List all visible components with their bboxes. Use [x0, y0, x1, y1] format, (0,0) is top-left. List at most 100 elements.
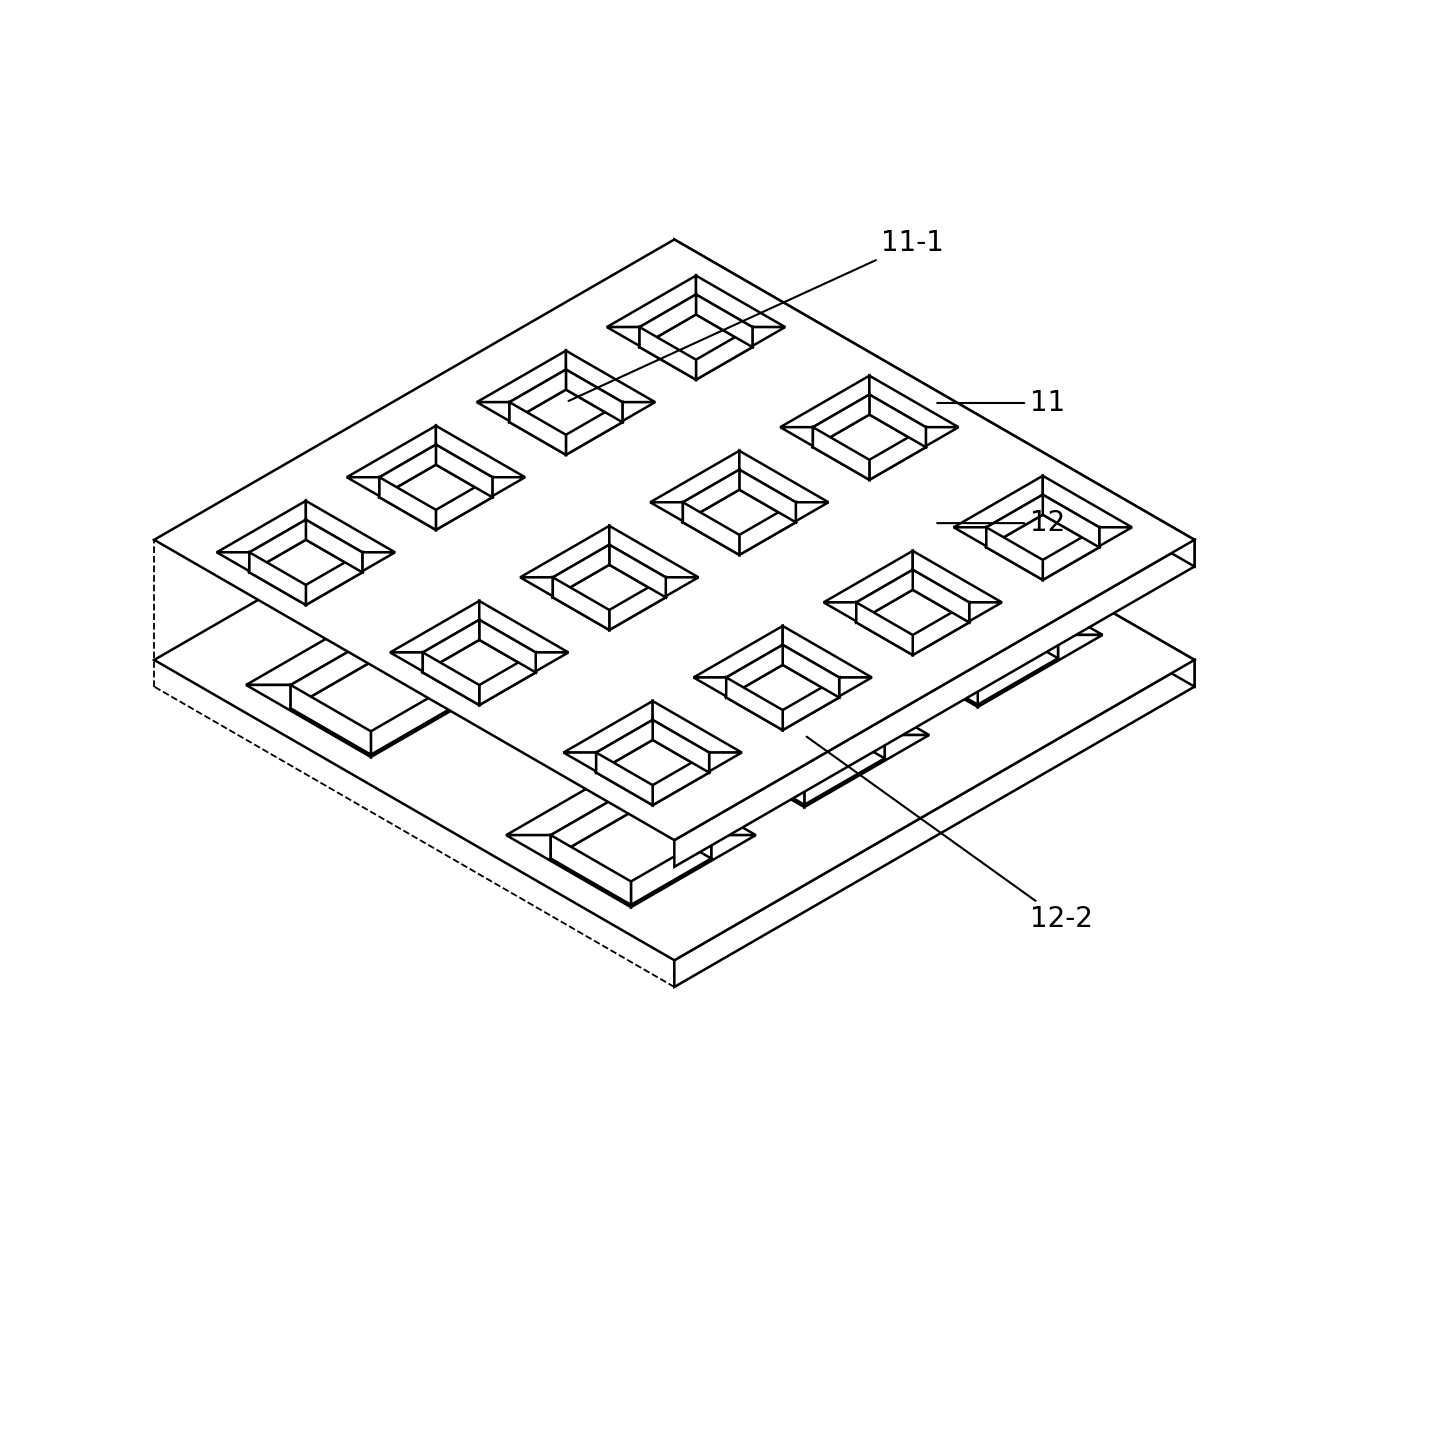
- Polygon shape: [606, 275, 696, 327]
- Polygon shape: [823, 552, 913, 602]
- Polygon shape: [813, 395, 869, 448]
- Polygon shape: [739, 503, 796, 554]
- Polygon shape: [637, 462, 799, 554]
- Polygon shape: [477, 402, 566, 454]
- Polygon shape: [674, 360, 1194, 687]
- Polygon shape: [306, 501, 396, 553]
- Polygon shape: [739, 469, 796, 523]
- Polygon shape: [813, 415, 926, 480]
- Polygon shape: [853, 563, 978, 635]
- Polygon shape: [436, 445, 492, 497]
- Polygon shape: [436, 426, 526, 477]
- Polygon shape: [683, 503, 739, 554]
- Polygon shape: [869, 428, 959, 478]
- Polygon shape: [718, 438, 799, 508]
- Polygon shape: [631, 789, 712, 858]
- Polygon shape: [978, 589, 1058, 658]
- Polygon shape: [653, 701, 742, 753]
- Polygon shape: [347, 426, 436, 477]
- Polygon shape: [739, 451, 829, 503]
- Polygon shape: [464, 562, 625, 655]
- Polygon shape: [978, 563, 1103, 635]
- Polygon shape: [898, 589, 978, 658]
- Polygon shape: [217, 501, 306, 553]
- Polygon shape: [436, 477, 492, 530]
- Polygon shape: [306, 520, 362, 572]
- Polygon shape: [550, 812, 712, 904]
- Polygon shape: [510, 370, 566, 422]
- Polygon shape: [596, 720, 653, 772]
- Polygon shape: [898, 612, 1058, 704]
- Polygon shape: [436, 477, 526, 528]
- Polygon shape: [653, 753, 742, 804]
- Polygon shape: [726, 665, 839, 730]
- Polygon shape: [653, 753, 709, 805]
- Polygon shape: [479, 619, 536, 672]
- Polygon shape: [544, 585, 625, 655]
- Polygon shape: [217, 553, 306, 603]
- Polygon shape: [953, 475, 1043, 527]
- Polygon shape: [696, 327, 752, 380]
- Polygon shape: [631, 835, 712, 904]
- Polygon shape: [477, 351, 566, 402]
- Polygon shape: [423, 652, 479, 706]
- Text: 11-1: 11-1: [569, 229, 944, 400]
- Polygon shape: [566, 402, 622, 455]
- Polygon shape: [606, 327, 696, 379]
- Polygon shape: [640, 314, 752, 380]
- Polygon shape: [674, 239, 1194, 566]
- Polygon shape: [250, 553, 306, 605]
- Polygon shape: [390, 600, 479, 652]
- Polygon shape: [726, 677, 783, 730]
- Polygon shape: [553, 577, 609, 629]
- Polygon shape: [718, 413, 842, 485]
- Polygon shape: [479, 600, 569, 652]
- Polygon shape: [804, 734, 885, 805]
- Polygon shape: [718, 485, 799, 554]
- Text: 12: 12: [937, 510, 1066, 537]
- Polygon shape: [718, 485, 842, 557]
- Polygon shape: [640, 327, 696, 380]
- Polygon shape: [693, 677, 783, 729]
- Polygon shape: [290, 638, 371, 708]
- Polygon shape: [913, 552, 1002, 602]
- Polygon shape: [507, 763, 631, 835]
- Polygon shape: [783, 645, 839, 697]
- Polygon shape: [898, 635, 978, 704]
- Polygon shape: [520, 577, 609, 629]
- Polygon shape: [245, 685, 371, 757]
- Polygon shape: [637, 438, 718, 508]
- Polygon shape: [631, 835, 755, 907]
- Polygon shape: [1043, 527, 1132, 579]
- Polygon shape: [423, 639, 536, 706]
- Polygon shape: [986, 514, 1099, 580]
- Polygon shape: [978, 635, 1103, 707]
- Text: 12-2: 12-2: [807, 737, 1093, 933]
- Polygon shape: [563, 753, 653, 804]
- Polygon shape: [723, 734, 804, 805]
- Polygon shape: [913, 570, 969, 622]
- Polygon shape: [596, 753, 653, 805]
- Polygon shape: [780, 428, 869, 478]
- Polygon shape: [550, 835, 631, 904]
- Polygon shape: [566, 402, 656, 454]
- Polygon shape: [609, 544, 666, 598]
- Polygon shape: [650, 451, 739, 503]
- Polygon shape: [739, 503, 829, 554]
- Polygon shape: [371, 685, 451, 755]
- Polygon shape: [869, 395, 926, 448]
- Polygon shape: [804, 688, 885, 759]
- Polygon shape: [783, 677, 872, 729]
- Polygon shape: [650, 503, 739, 554]
- Polygon shape: [804, 662, 930, 734]
- Polygon shape: [823, 602, 913, 654]
- Polygon shape: [696, 294, 752, 347]
- Polygon shape: [566, 351, 656, 402]
- Polygon shape: [696, 327, 786, 379]
- Polygon shape: [693, 626, 783, 677]
- Polygon shape: [856, 590, 969, 655]
- Polygon shape: [913, 602, 969, 655]
- Polygon shape: [507, 835, 631, 907]
- Polygon shape: [306, 553, 362, 605]
- Polygon shape: [553, 564, 666, 629]
